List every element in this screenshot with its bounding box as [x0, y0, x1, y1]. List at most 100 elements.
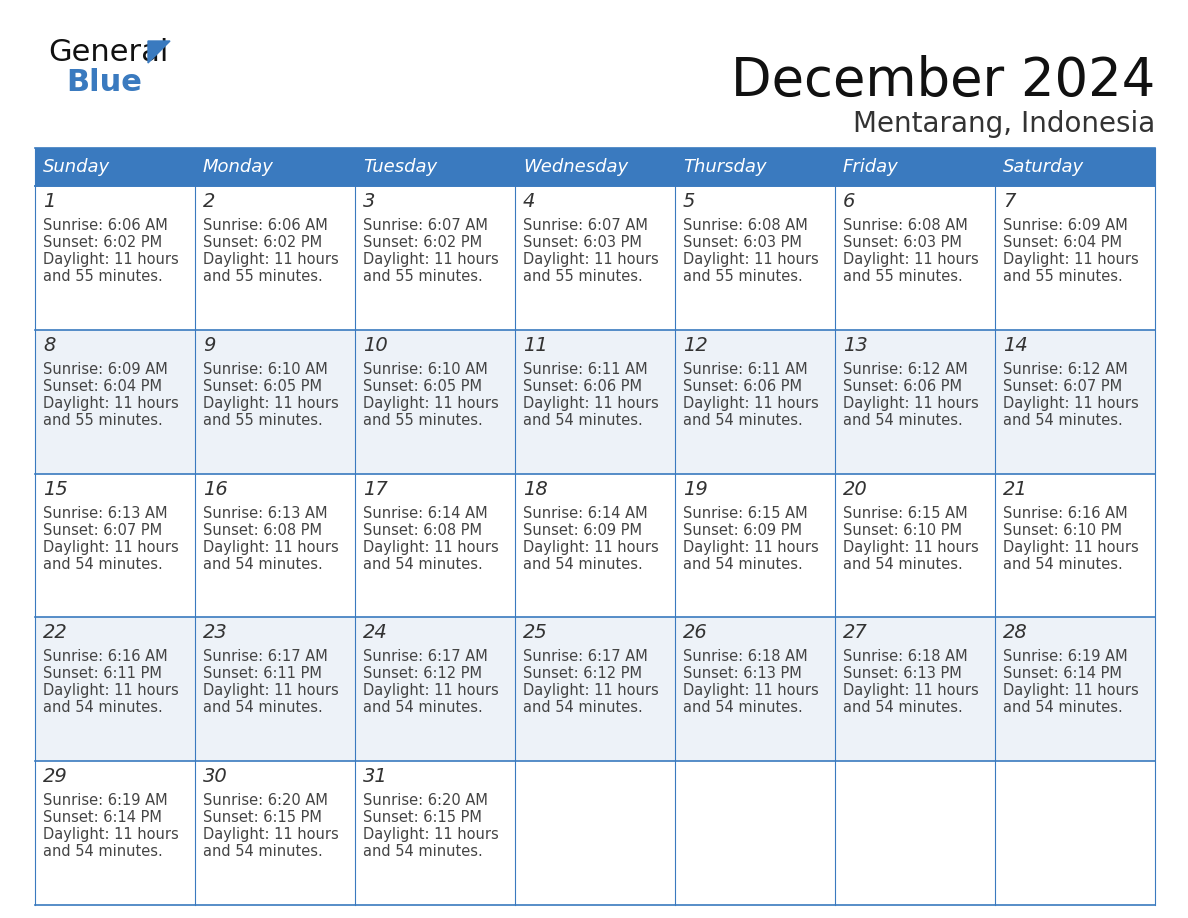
- Bar: [675, 330, 835, 474]
- Text: 25: 25: [523, 623, 548, 643]
- Bar: [835, 474, 996, 618]
- Text: Tuesday: Tuesday: [364, 158, 437, 176]
- Bar: [516, 148, 675, 186]
- Bar: [355, 186, 516, 330]
- Bar: [195, 330, 355, 474]
- Bar: [996, 618, 1155, 761]
- Text: Daylight: 11 hours: Daylight: 11 hours: [364, 540, 499, 554]
- Text: Sunset: 6:11 PM: Sunset: 6:11 PM: [203, 666, 322, 681]
- Text: Daylight: 11 hours: Daylight: 11 hours: [43, 396, 178, 410]
- Text: and 55 minutes.: and 55 minutes.: [364, 269, 482, 284]
- Text: and 55 minutes.: and 55 minutes.: [523, 269, 643, 284]
- Text: and 54 minutes.: and 54 minutes.: [364, 556, 482, 572]
- Text: 23: 23: [203, 623, 228, 643]
- Text: 31: 31: [364, 767, 387, 786]
- Text: 9: 9: [203, 336, 215, 354]
- Text: Sunrise: 6:07 AM: Sunrise: 6:07 AM: [523, 218, 647, 233]
- Text: and 54 minutes.: and 54 minutes.: [364, 845, 482, 859]
- Bar: [516, 761, 675, 905]
- Text: Sunrise: 6:10 AM: Sunrise: 6:10 AM: [364, 362, 488, 376]
- Text: 29: 29: [43, 767, 68, 786]
- Text: and 54 minutes.: and 54 minutes.: [1003, 700, 1123, 715]
- Text: Sunset: 6:07 PM: Sunset: 6:07 PM: [43, 522, 162, 538]
- Text: Sunrise: 6:17 AM: Sunrise: 6:17 AM: [523, 649, 647, 665]
- Text: and 54 minutes.: and 54 minutes.: [843, 413, 962, 428]
- Bar: [516, 330, 675, 474]
- Text: 28: 28: [1003, 623, 1028, 643]
- Text: Daylight: 11 hours: Daylight: 11 hours: [523, 396, 659, 410]
- Text: Sunset: 6:04 PM: Sunset: 6:04 PM: [43, 379, 162, 394]
- Text: Sunrise: 6:07 AM: Sunrise: 6:07 AM: [364, 218, 488, 233]
- Text: and 54 minutes.: and 54 minutes.: [523, 413, 643, 428]
- Text: Sunset: 6:02 PM: Sunset: 6:02 PM: [43, 235, 162, 250]
- Text: Sunrise: 6:14 AM: Sunrise: 6:14 AM: [364, 506, 487, 521]
- Text: Daylight: 11 hours: Daylight: 11 hours: [364, 252, 499, 267]
- Text: Daylight: 11 hours: Daylight: 11 hours: [843, 540, 979, 554]
- Text: Daylight: 11 hours: Daylight: 11 hours: [1003, 540, 1139, 554]
- Text: and 55 minutes.: and 55 minutes.: [843, 269, 962, 284]
- Text: 22: 22: [43, 623, 68, 643]
- Text: and 55 minutes.: and 55 minutes.: [364, 413, 482, 428]
- Text: Sunrise: 6:08 AM: Sunrise: 6:08 AM: [843, 218, 968, 233]
- Text: Daylight: 11 hours: Daylight: 11 hours: [843, 396, 979, 410]
- Text: 10: 10: [364, 336, 387, 354]
- Text: 2: 2: [203, 192, 215, 211]
- Text: 3: 3: [364, 192, 375, 211]
- Bar: [355, 761, 516, 905]
- Bar: [195, 474, 355, 618]
- Bar: [996, 761, 1155, 905]
- Text: Monday: Monday: [203, 158, 274, 176]
- Text: Thursday: Thursday: [683, 158, 766, 176]
- Bar: [516, 186, 675, 330]
- Text: Daylight: 11 hours: Daylight: 11 hours: [1003, 252, 1139, 267]
- Text: Daylight: 11 hours: Daylight: 11 hours: [43, 540, 178, 554]
- Bar: [195, 761, 355, 905]
- Text: Sunset: 6:02 PM: Sunset: 6:02 PM: [364, 235, 482, 250]
- Bar: [835, 186, 996, 330]
- Bar: [835, 148, 996, 186]
- Text: and 54 minutes.: and 54 minutes.: [1003, 556, 1123, 572]
- Text: 20: 20: [843, 479, 867, 498]
- Text: Daylight: 11 hours: Daylight: 11 hours: [523, 540, 659, 554]
- Text: Daylight: 11 hours: Daylight: 11 hours: [203, 827, 339, 842]
- Text: Sunset: 6:02 PM: Sunset: 6:02 PM: [203, 235, 322, 250]
- Text: Daylight: 11 hours: Daylight: 11 hours: [523, 252, 659, 267]
- Text: Wednesday: Wednesday: [523, 158, 628, 176]
- Text: Sunrise: 6:19 AM: Sunrise: 6:19 AM: [43, 793, 168, 808]
- Text: Sunrise: 6:16 AM: Sunrise: 6:16 AM: [1003, 506, 1127, 521]
- Bar: [835, 761, 996, 905]
- Text: 15: 15: [43, 479, 68, 498]
- Text: Sunset: 6:14 PM: Sunset: 6:14 PM: [43, 811, 162, 825]
- Text: Sunset: 6:05 PM: Sunset: 6:05 PM: [364, 379, 482, 394]
- Text: Daylight: 11 hours: Daylight: 11 hours: [683, 252, 819, 267]
- Text: Sunset: 6:03 PM: Sunset: 6:03 PM: [523, 235, 642, 250]
- Text: and 55 minutes.: and 55 minutes.: [1003, 269, 1123, 284]
- Text: Sunset: 6:04 PM: Sunset: 6:04 PM: [1003, 235, 1121, 250]
- Text: 4: 4: [523, 192, 536, 211]
- Text: Sunrise: 6:06 AM: Sunrise: 6:06 AM: [43, 218, 168, 233]
- Text: Daylight: 11 hours: Daylight: 11 hours: [364, 827, 499, 842]
- Text: Daylight: 11 hours: Daylight: 11 hours: [364, 683, 499, 699]
- Bar: [34, 148, 195, 186]
- Text: 26: 26: [683, 623, 708, 643]
- Text: and 54 minutes.: and 54 minutes.: [683, 556, 803, 572]
- Text: and 54 minutes.: and 54 minutes.: [843, 700, 962, 715]
- Text: and 54 minutes.: and 54 minutes.: [203, 845, 323, 859]
- Text: Mentarang, Indonesia: Mentarang, Indonesia: [853, 110, 1155, 138]
- Text: Sunset: 6:08 PM: Sunset: 6:08 PM: [364, 522, 482, 538]
- Text: Daylight: 11 hours: Daylight: 11 hours: [1003, 396, 1139, 410]
- Text: Sunset: 6:06 PM: Sunset: 6:06 PM: [843, 379, 962, 394]
- Text: and 55 minutes.: and 55 minutes.: [203, 269, 323, 284]
- Text: 18: 18: [523, 479, 548, 498]
- Text: and 54 minutes.: and 54 minutes.: [43, 556, 163, 572]
- Text: Daylight: 11 hours: Daylight: 11 hours: [43, 683, 178, 699]
- Text: 7: 7: [1003, 192, 1016, 211]
- Bar: [34, 186, 195, 330]
- Bar: [195, 186, 355, 330]
- Text: Sunset: 6:13 PM: Sunset: 6:13 PM: [843, 666, 962, 681]
- Text: Sunset: 6:05 PM: Sunset: 6:05 PM: [203, 379, 322, 394]
- Text: Sunrise: 6:08 AM: Sunrise: 6:08 AM: [683, 218, 808, 233]
- Text: and 54 minutes.: and 54 minutes.: [203, 556, 323, 572]
- Text: Sunrise: 6:09 AM: Sunrise: 6:09 AM: [43, 362, 168, 376]
- Bar: [675, 148, 835, 186]
